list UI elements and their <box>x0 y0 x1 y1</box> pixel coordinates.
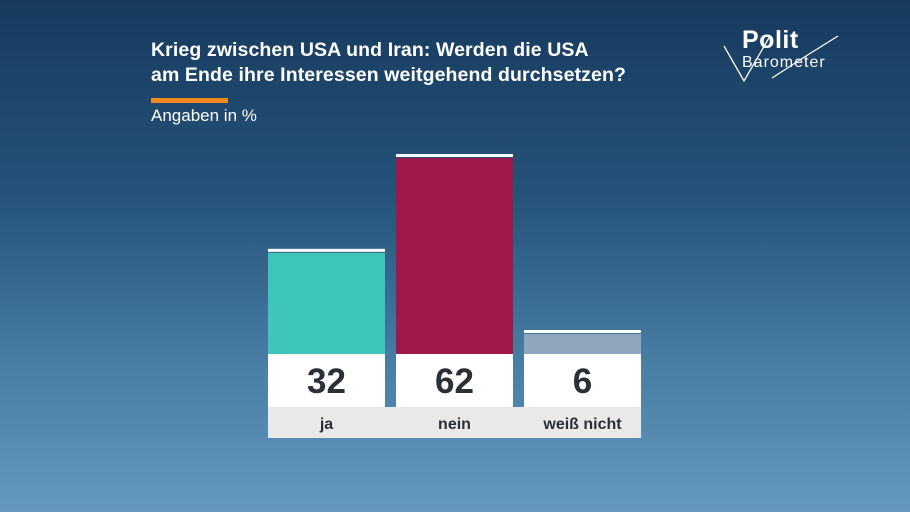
value-label: 32 <box>307 362 346 401</box>
bar-ja <box>268 252 385 354</box>
category-label: nein <box>438 416 471 433</box>
value-label: 6 <box>573 362 592 401</box>
value-box <box>524 354 641 407</box>
chart-subtitle: Angaben in % <box>151 106 257 125</box>
bar-top-marker <box>396 154 513 157</box>
chart-title: Krieg zwischen USA und Iran: Werden die … <box>151 38 711 88</box>
category-label: ja <box>319 416 333 433</box>
chart-title-line-1: Krieg zwischen USA und Iran: Werden die … <box>151 39 589 61</box>
bar-top-marker <box>268 248 385 252</box>
title-accent-bar <box>151 98 228 103</box>
value-box <box>268 354 385 407</box>
category-label: weiß nicht <box>542 416 622 433</box>
value-box <box>396 354 513 407</box>
chart-title-line-2: am Ende ihre Interessen weitgehend durch… <box>151 64 626 86</box>
logo-text-barometer: Barometer <box>742 54 826 71</box>
value-label: 62 <box>435 362 474 401</box>
politbarometer-logo: Polit Barometer <box>722 26 844 88</box>
logo-checkmark-icon <box>723 35 839 83</box>
bar-weiß-nicht <box>524 334 641 354</box>
logo-text-polit: Polit <box>742 26 799 54</box>
bar-top-marker <box>524 330 641 333</box>
bar-nein <box>396 158 513 354</box>
category-label-strip <box>268 407 641 438</box>
